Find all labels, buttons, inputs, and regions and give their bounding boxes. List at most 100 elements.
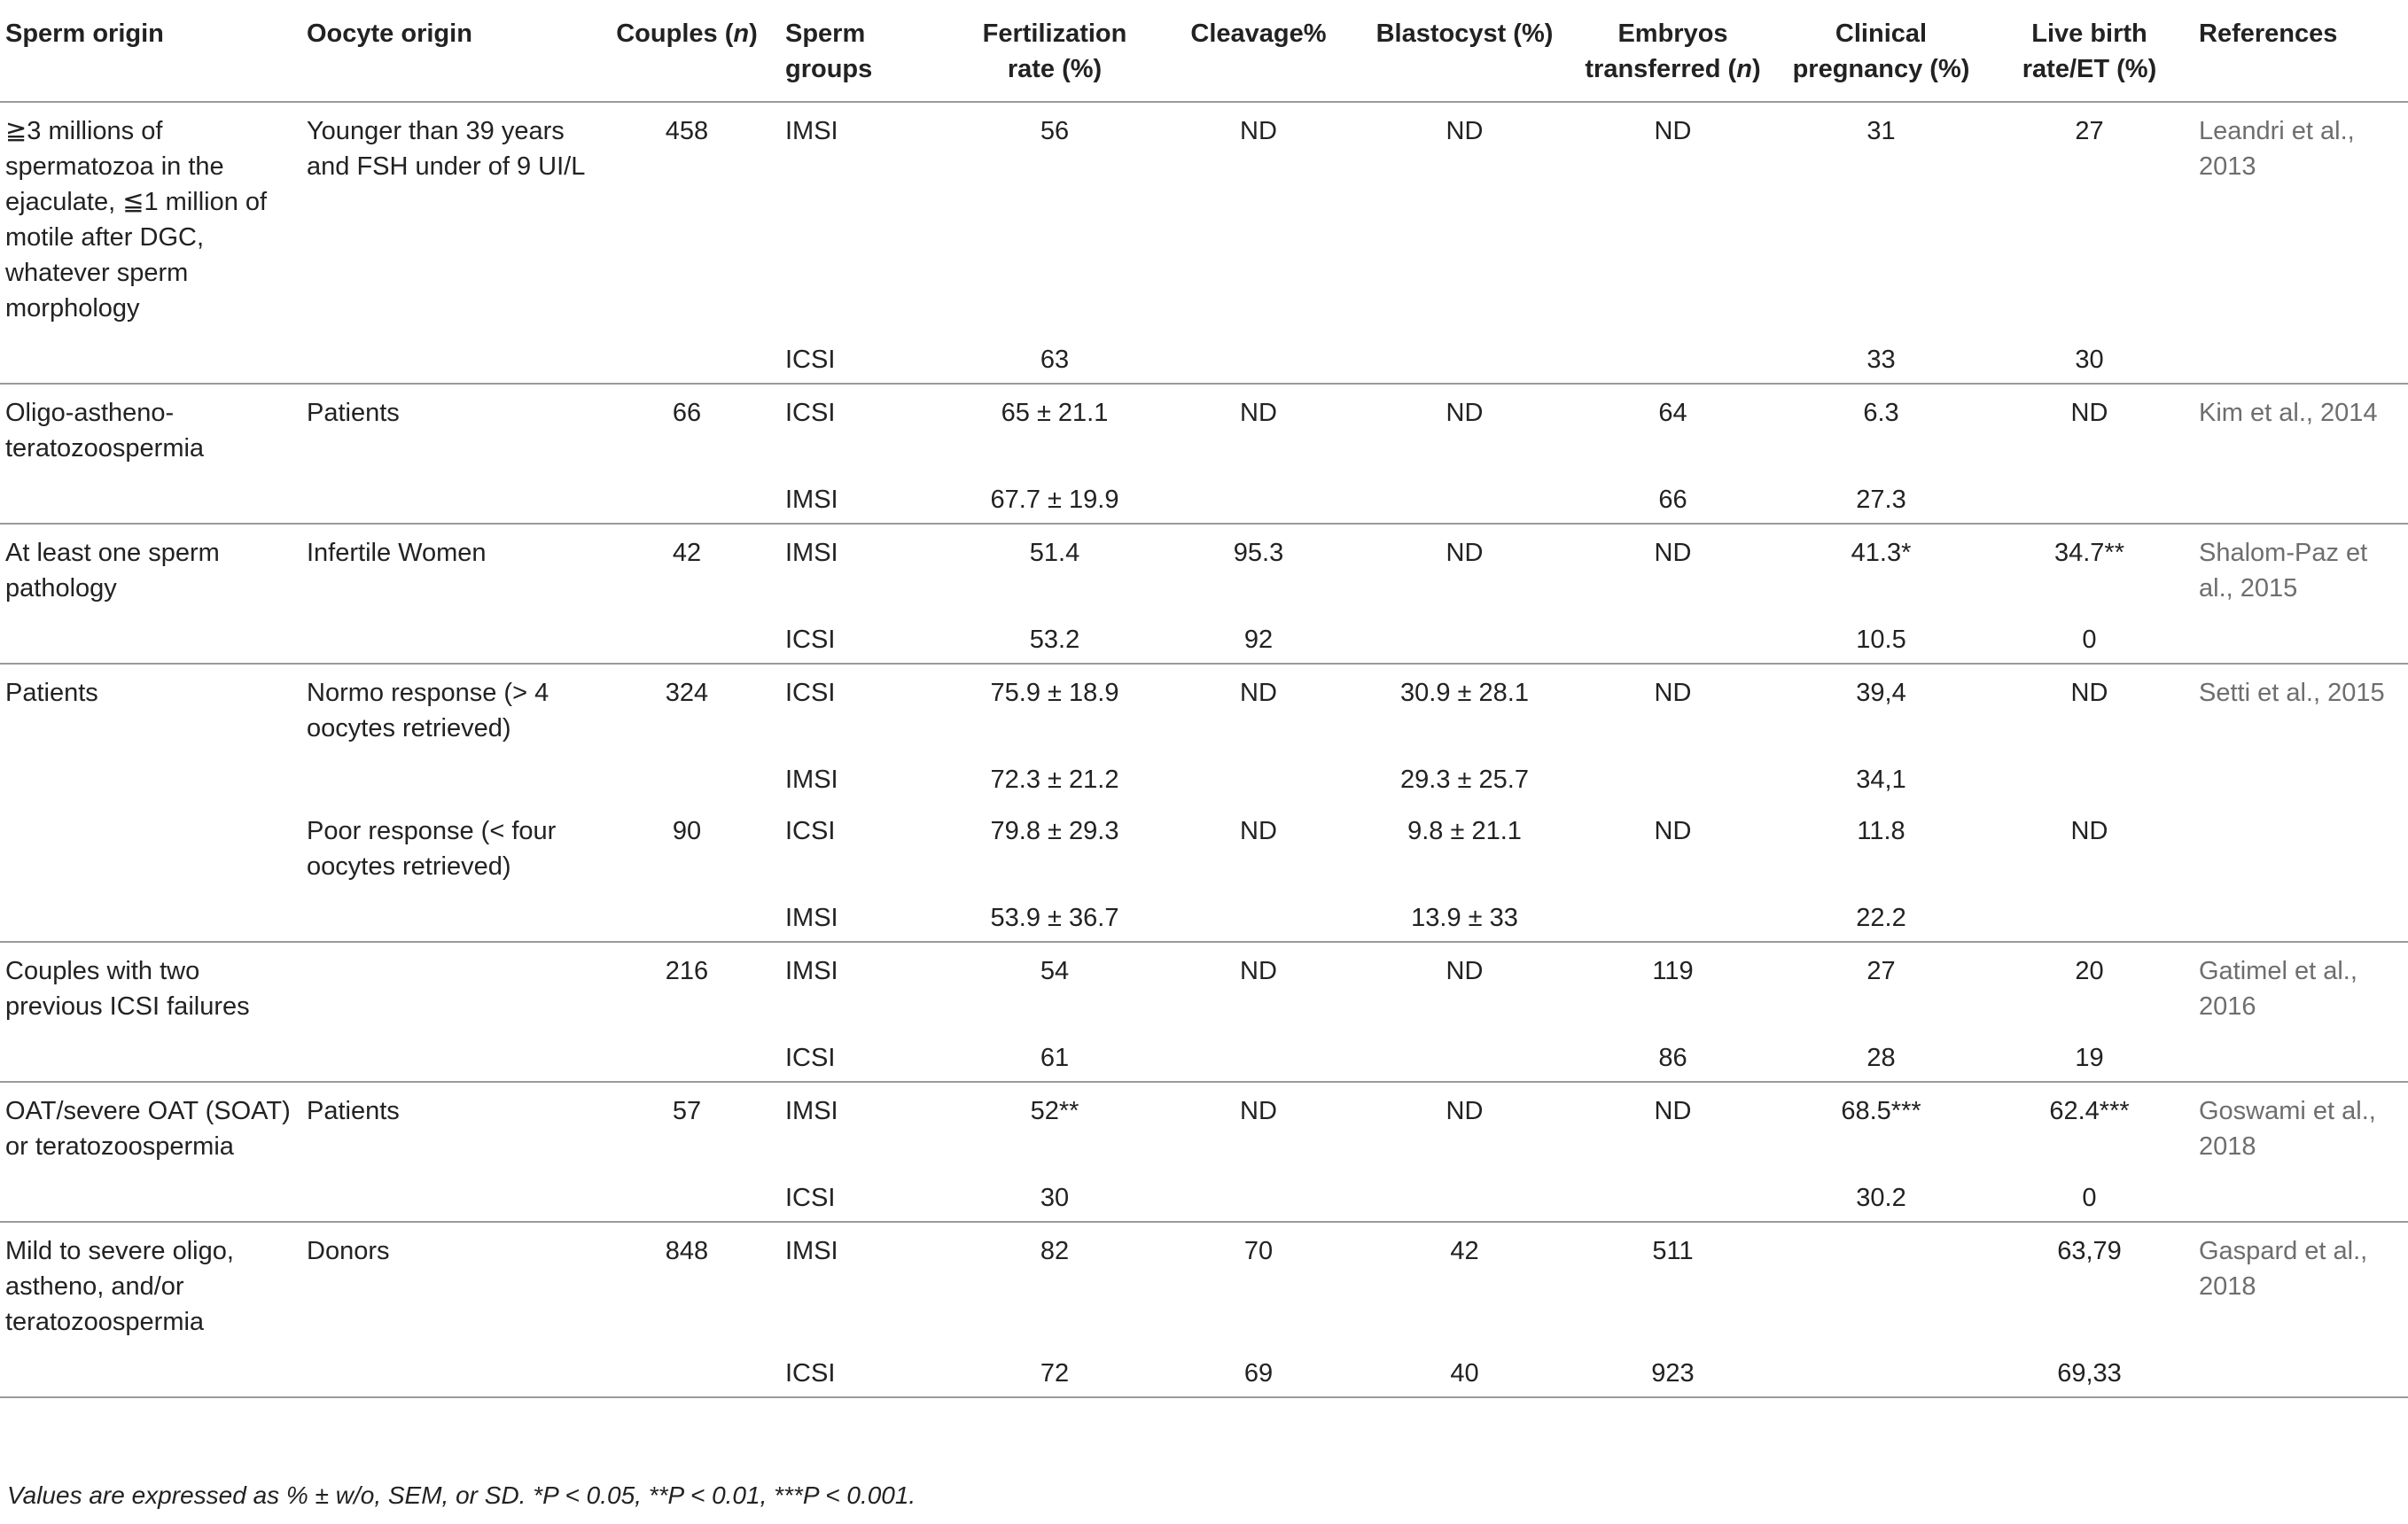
table-row: IMSI 67.7 ± 19.9 66 27.3 xyxy=(0,471,2408,524)
blastocyst-cell xyxy=(1360,1170,1569,1222)
sperm-group-cell: IMSI xyxy=(785,904,838,932)
live-birth-cell xyxy=(1985,751,2194,803)
fertilization-cell: 56 xyxy=(1040,117,1070,145)
study-group: At least one sperm pathology Infertile Wo… xyxy=(0,524,2408,664)
cleavage-cell xyxy=(1157,890,1360,942)
couples-cell xyxy=(594,1030,780,1082)
couples-cell: 848 xyxy=(665,1237,709,1265)
couples-cell xyxy=(594,1345,780,1397)
blastocyst-cell: ND xyxy=(1446,957,1484,985)
cleavage-cell xyxy=(1157,331,1360,384)
fertilization-cell: 61 xyxy=(1040,1044,1070,1072)
table-row: Mild to severe oligo, astheno, and/or te… xyxy=(0,1222,2408,1345)
clinical-pregnancy-cell: 22.2 xyxy=(1856,904,1906,932)
couples-cell xyxy=(594,611,780,664)
table-row: ≧3 millions of spermatozoa in the ejacul… xyxy=(0,102,2408,331)
live-birth-cell: ND xyxy=(2070,679,2108,707)
fertilization-cell: 72 xyxy=(1040,1359,1070,1388)
sperm-origin-cell xyxy=(0,1345,301,1397)
clinical-pregnancy-cell: 28 xyxy=(1866,1044,1896,1072)
blastocyst-cell: 13.9 ± 33 xyxy=(1411,904,1518,932)
live-birth-cell: 0 xyxy=(2082,1184,2097,1212)
col-header-live-birth: Live birth rate/ET (%) xyxy=(2022,19,2157,83)
sperm-origin-cell xyxy=(0,1030,301,1082)
sperm-group-cell: ICSI xyxy=(785,346,836,374)
sperm-origin-cell xyxy=(0,331,301,384)
live-birth-cell: 0 xyxy=(2082,626,2097,654)
sperm-group-cell: ICSI xyxy=(785,1044,836,1072)
embryos-cell: ND xyxy=(1654,539,1692,567)
sperm-group-cell: IMSI xyxy=(785,1237,838,1265)
couples-cell xyxy=(594,751,780,803)
fertilization-cell: 79.8 ± 29.3 xyxy=(990,817,1119,845)
reference-cell xyxy=(2194,611,2408,664)
oocyte-origin-cell: Donors xyxy=(307,1237,390,1265)
cleavage-cell: 69 xyxy=(1243,1359,1274,1388)
cleavage-cell xyxy=(1157,751,1360,803)
study-group: Oligo-astheno-teratozoospermia Patients 66… xyxy=(0,384,2408,524)
fertilization-cell: 52** xyxy=(1030,1097,1079,1125)
reference-cell xyxy=(2194,331,2408,384)
live-birth-cell: 20 xyxy=(2075,957,2104,985)
live-birth-cell: 34.7** xyxy=(2053,539,2124,567)
table-row: ICSI 30 30.2 0 xyxy=(0,1170,2408,1222)
blastocyst-cell: 42 xyxy=(1450,1237,1479,1265)
fertilization-cell: 82 xyxy=(1040,1237,1070,1265)
table-row: ICSI 53.2 92 10.5 0 xyxy=(0,611,2408,664)
clinical-pregnancy-cell xyxy=(1777,1222,1985,1345)
clinical-pregnancy-cell: 33 xyxy=(1866,346,1896,374)
blastocyst-cell xyxy=(1360,331,1569,384)
sperm-group-cell: ICSI xyxy=(785,817,836,845)
blastocyst-cell xyxy=(1360,471,1569,524)
cleavage-cell xyxy=(1157,471,1360,524)
clinical-pregnancy-cell: 10.5 xyxy=(1856,626,1906,654)
embryos-cell xyxy=(1569,331,1777,384)
sperm-origin-cell xyxy=(0,1170,301,1222)
fertilization-cell: 53.9 ± 36.7 xyxy=(990,904,1119,932)
cleavage-cell: ND xyxy=(1240,117,1277,145)
embryos-cell: ND xyxy=(1654,679,1692,707)
couples-cell xyxy=(594,471,780,524)
col-header-fertilization: Fertilization rate (%) xyxy=(982,19,1127,83)
reference-cell: Gatimel et al., 2016 xyxy=(2199,957,2357,1021)
oocyte-origin-cell xyxy=(301,471,594,524)
sperm-origin-cell: ≧3 millions of spermatozoa in the ejacul… xyxy=(5,117,268,323)
embryos-cell: ND xyxy=(1654,117,1692,145)
sperm-origin-cell: Mild to severe oligo, astheno, and/or te… xyxy=(5,1237,234,1336)
fertilization-cell: 30 xyxy=(1040,1184,1070,1212)
oocyte-origin-cell: Normo response (> 4 oocytes retrieved) xyxy=(307,679,549,743)
live-birth-cell: 63,79 xyxy=(2057,1237,2122,1265)
cleavage-cell: 70 xyxy=(1243,1237,1274,1265)
table-row: OAT/severe OAT (SOAT) or teratozoospermi… xyxy=(0,1082,2408,1170)
sperm-group-cell: ICSI xyxy=(785,1184,836,1212)
couples-cell: 90 xyxy=(672,817,702,845)
reference-cell xyxy=(2194,1030,2408,1082)
col-header-references: References xyxy=(2199,19,2338,48)
cleavage-cell: ND xyxy=(1240,1097,1277,1125)
live-birth-cell: 30 xyxy=(2075,346,2104,374)
fertilization-cell: 65 ± 21.1 xyxy=(1001,399,1109,427)
cleavage-cell: ND xyxy=(1240,817,1277,845)
cleavage-cell: ND xyxy=(1240,679,1277,707)
oocyte-origin-cell xyxy=(301,1345,594,1397)
blastocyst-cell: 40 xyxy=(1450,1359,1479,1388)
reference-cell: Kim et al., 2014 xyxy=(2199,399,2378,427)
live-birth-cell: 27 xyxy=(2075,117,2104,145)
fertilization-cell: 54 xyxy=(1040,957,1070,985)
sperm-origin-cell: Patients xyxy=(5,679,98,707)
clinical-pregnancy-cell: 31 xyxy=(1866,117,1896,145)
results-table: Sperm origin Oocyte origin Couples (n) S… xyxy=(0,0,2408,1397)
oocyte-origin-cell xyxy=(301,1030,594,1082)
embryos-cell: ND xyxy=(1654,817,1692,845)
study-group: ≧3 millions of spermatozoa in the ejacul… xyxy=(0,102,2408,384)
couples-cell: 458 xyxy=(665,117,709,145)
couples-cell: 42 xyxy=(672,539,702,567)
col-header-embryos: Embryos transferred (n) xyxy=(1585,19,1761,83)
embryos-cell xyxy=(1569,751,1777,803)
sperm-origin-cell xyxy=(0,611,301,664)
cleavage-cell: 95.3 xyxy=(1233,539,1284,567)
sperm-group-cell: IMSI xyxy=(785,766,838,794)
clinical-pregnancy-cell: 34,1 xyxy=(1856,766,1906,794)
live-birth-cell: 19 xyxy=(2075,1044,2104,1072)
header-row: Sperm origin Oocyte origin Couples (n) S… xyxy=(0,0,2408,102)
